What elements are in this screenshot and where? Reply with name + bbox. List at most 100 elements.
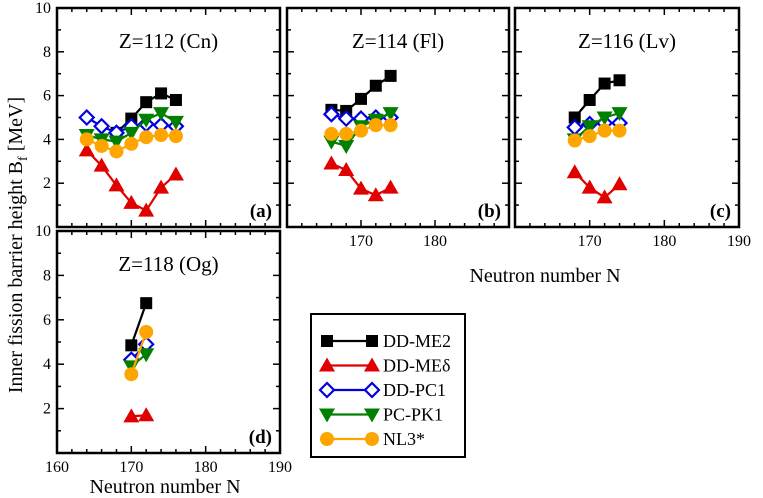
y-tick-label: 10 [35,0,51,17]
series-DD-MEδ [123,407,155,423]
data-point [138,113,155,128]
data-point [368,118,383,133]
data-point [339,126,354,141]
data-point [568,111,581,124]
data-point [94,138,109,153]
y-axis-label: Inner fission barrier height Bf [MeV] [5,97,31,393]
data-point [581,120,598,135]
panel-title: Z=114 (Fl) [352,29,444,53]
series-NL3* [324,118,398,141]
y-axis-label-unit: [MeV] [5,97,27,151]
legend-label: DD-PC1 [383,380,446,400]
y-tick-label: 4 [43,131,51,148]
x-axis-label-bottom: Neutron number N [89,476,240,498]
panel-c: 170 180 190 Z=116 (Lv) (c) [513,6,751,250]
data-point [596,111,613,126]
data-point [167,166,184,181]
data-point [324,126,339,141]
data-point [140,96,153,109]
panel-label: (d) [249,427,272,448]
y-tick-label: 8 [43,44,51,61]
series-line [574,129,620,142]
panel-label: (a) [250,201,272,222]
data-point [138,407,155,422]
series-DD-MEδ [78,142,184,217]
y-tick-label: 2 [43,401,51,418]
data-point [382,179,399,194]
data-point [382,107,399,122]
x-tick-label: 190 [727,233,751,250]
legend-marker [321,335,333,347]
data-point [123,408,140,423]
y-tick-label: 10 [35,223,51,240]
data-point [139,325,154,340]
data-point [78,142,95,157]
series-line [573,171,621,199]
data-point [123,126,140,141]
x-axis-label-top: Neutron number N [469,265,620,287]
legend-label: NL3* [383,429,425,449]
data-point [124,367,139,382]
data-point [597,123,612,138]
legend-entry: NL3* [320,429,425,449]
data-point [598,77,611,90]
data-point [611,176,628,191]
data-point [155,87,168,100]
panel-label: (b) [478,201,501,222]
data-point [123,194,140,209]
legend-marker [365,432,379,446]
data-point [369,79,382,92]
x-tick-label: 180 [423,233,447,250]
x-tick-label: 160 [45,459,69,476]
data-point [322,105,340,123]
legend-label: PC-PK1 [383,405,443,425]
data-point [383,118,398,133]
legend-marker [319,408,335,423]
legend-entry: DD-ME2 [321,331,451,351]
data-point [611,107,628,122]
legend-marker [366,335,378,347]
data-point [153,179,170,194]
data-point [582,129,597,144]
y-tick-label: 6 [43,312,51,329]
series-line [130,331,148,375]
series-line [574,112,620,141]
data-point [567,133,582,148]
data-point [612,123,627,138]
legend-marker [318,381,336,399]
panel-a: 2 4 6 8 10 Z=112 (Cn) (a) [35,0,282,229]
panel-title: Z=118 (Og) [118,252,218,276]
legend-entry: PC-PK1 [319,405,443,425]
legend-label: DD-ME2 [383,331,451,351]
data-point [583,93,596,106]
data-point [108,135,125,150]
series-NL3* [124,325,154,382]
panel-b: 170 180 Z=114 (Fl) (b) [285,6,511,250]
legend-box [310,313,466,458]
y-tick-label: 2 [43,175,51,192]
data-point [168,129,183,144]
x-tick-label: 180 [652,233,676,250]
data-point [338,162,355,177]
legend: DD-ME2 DD-MEδ DD-PC1 PC-PK1 NL3* [310,313,466,458]
data-point [138,202,155,217]
data-point [153,107,170,122]
panel-title: Z=116 (Lv) [578,29,676,53]
data-point [79,132,94,147]
data-point [139,130,154,145]
series-NL3* [79,128,183,159]
series-DD-MEδ [566,164,628,204]
series-NL3* [567,123,627,148]
data-point [581,179,598,194]
series-line [130,302,148,346]
data-point [124,136,139,151]
x-tick-label: 180 [194,459,218,476]
series-line [573,79,620,119]
legend-marker [320,432,334,446]
data-point [138,348,155,363]
data-point [355,92,367,105]
y-axis-label-main: Inner fission barrier height B [5,161,27,393]
series-DD-MEδ [323,155,399,202]
